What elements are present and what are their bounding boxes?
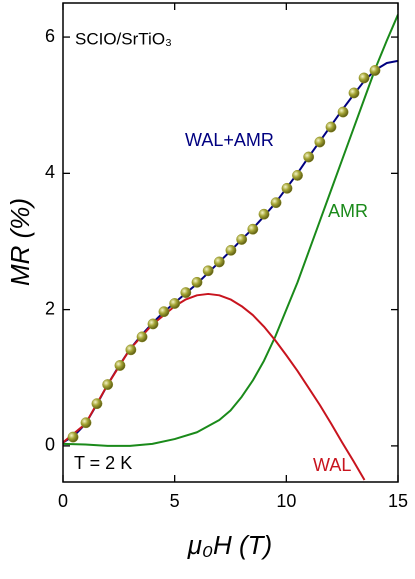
data-point	[102, 379, 114, 390]
plot-area	[63, 14, 398, 481]
series-label: AMR	[328, 201, 368, 221]
data-point	[325, 121, 337, 133]
y-axis-label: MR (%)	[5, 198, 35, 286]
data-point	[67, 431, 79, 443]
y-tick-label: 2	[45, 298, 55, 318]
data-point	[225, 244, 237, 256]
data-point	[125, 344, 137, 356]
data-point	[202, 265, 214, 277]
data-point	[80, 417, 92, 429]
data-point	[236, 234, 248, 245]
data-point	[180, 287, 192, 298]
series-label: WAL	[313, 455, 351, 475]
data-point	[91, 398, 103, 410]
y-tick-label: 4	[45, 162, 55, 182]
data-point	[169, 298, 181, 309]
data-point	[348, 87, 360, 99]
series-line	[63, 14, 398, 447]
y-tick-label: 0	[45, 435, 55, 455]
data-point	[358, 72, 370, 84]
data-point	[281, 182, 293, 194]
data-point	[337, 106, 349, 118]
data-point	[247, 223, 259, 235]
x-tick-label: 15	[388, 491, 408, 511]
data-point	[136, 331, 148, 343]
x-axis-label: μ₀H (T)	[187, 530, 272, 560]
data-point	[213, 256, 225, 268]
plot-frame	[62, 2, 399, 483]
data-point	[158, 306, 170, 318]
temperature-label: T = 2 K	[74, 453, 132, 473]
data-point	[147, 318, 159, 330]
x-tick-label: 10	[276, 491, 296, 511]
data-point	[270, 197, 282, 209]
series-label: WAL+AMR	[185, 130, 274, 150]
sample-label: SCIO/SrTiO₃	[75, 29, 172, 48]
data-point	[369, 65, 381, 76]
data-point	[303, 151, 315, 163]
data-point	[292, 169, 303, 181]
data-point	[258, 208, 270, 220]
y-tick-label: 6	[45, 26, 55, 46]
data-point	[114, 360, 126, 371]
x-tick-label: 0	[58, 491, 68, 511]
data-point	[191, 276, 203, 288]
x-tick-label: 5	[170, 491, 180, 511]
data-point	[314, 136, 326, 148]
